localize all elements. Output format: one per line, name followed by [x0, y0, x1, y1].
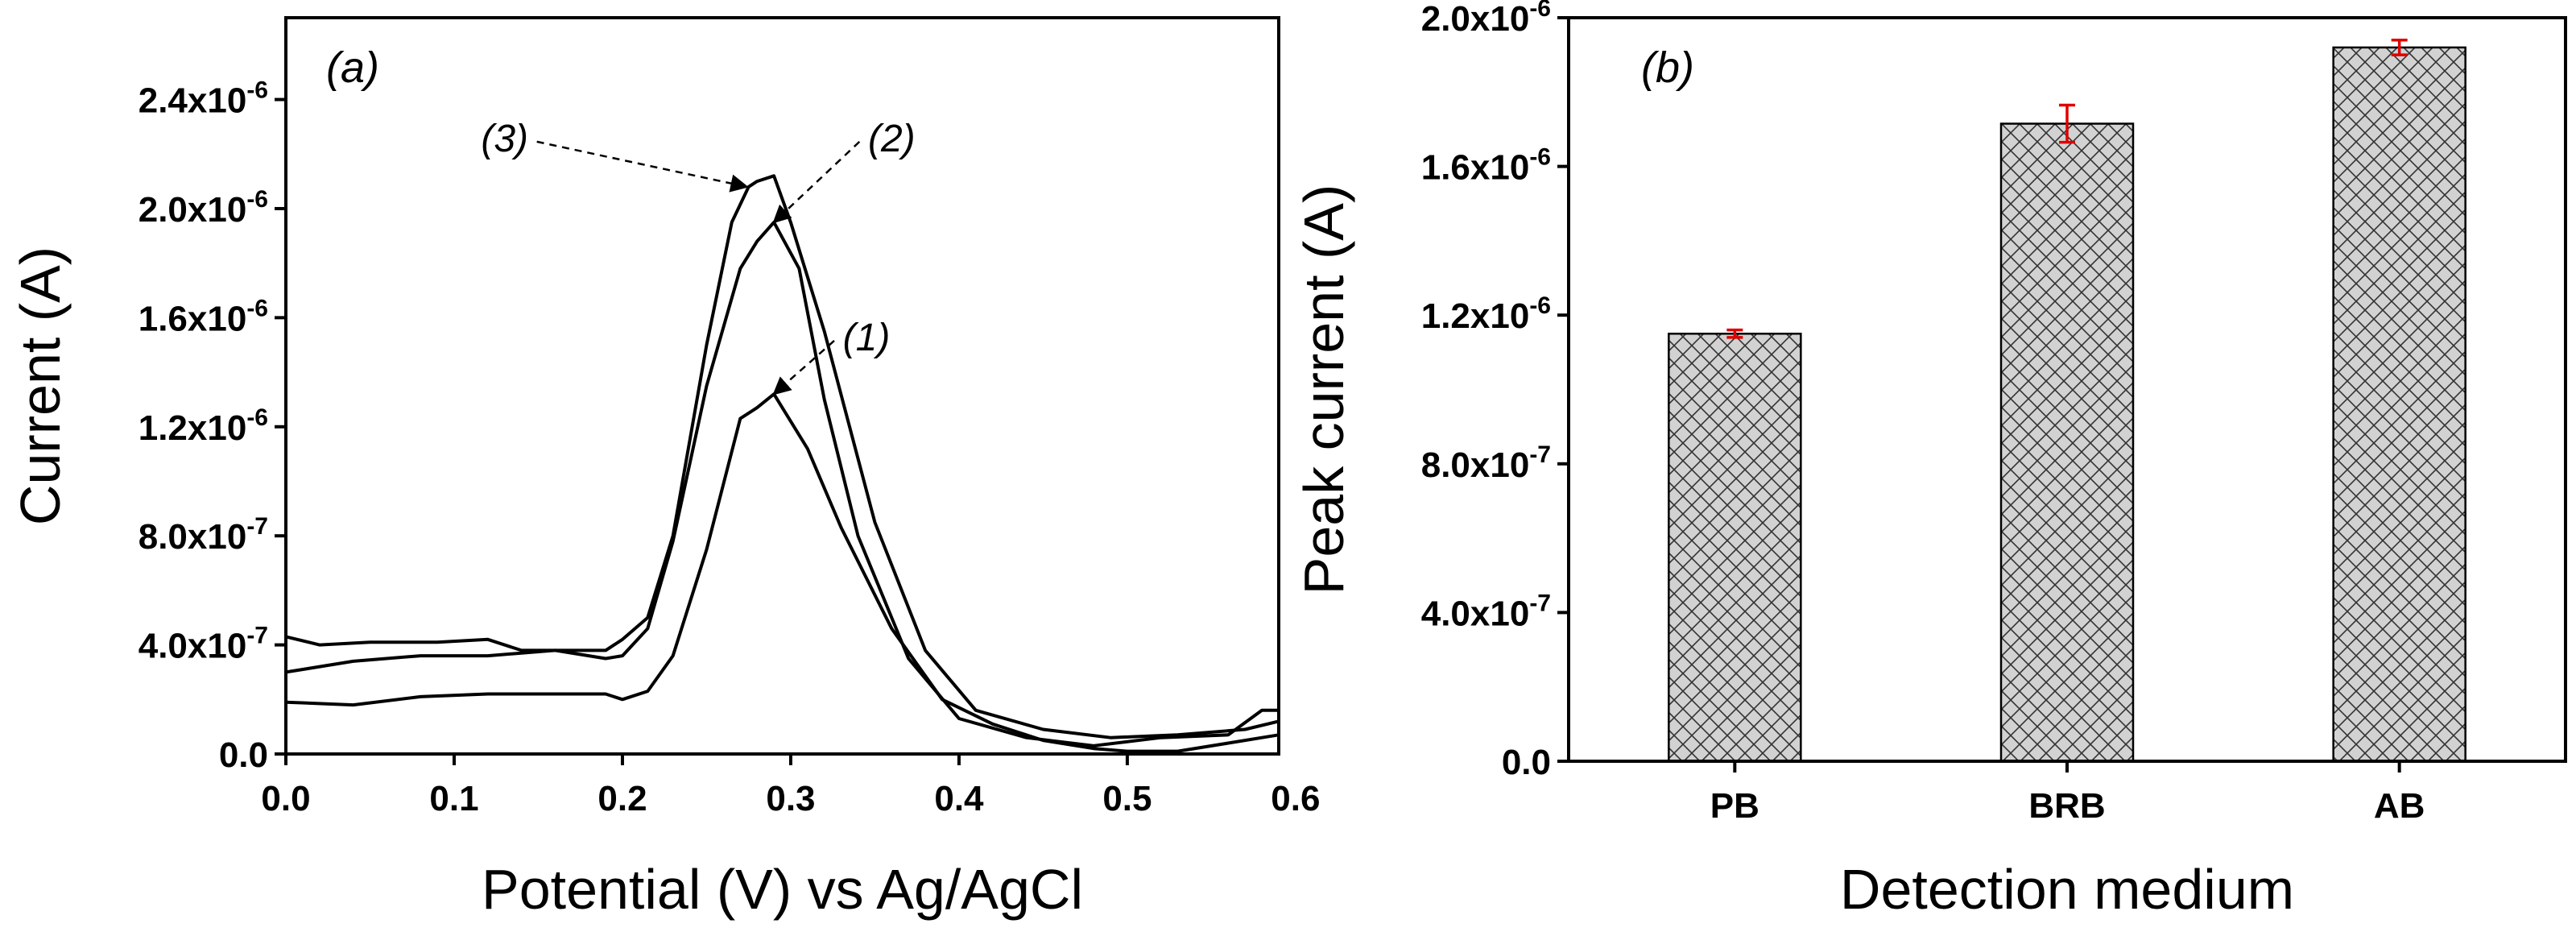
panel-b-y-tick-label-mantissa: 0.0: [1502, 743, 1551, 782]
panel-a-x-tick-label: 0.3: [766, 779, 815, 818]
panel-b-y-tick-label-exponent: -6: [1529, 0, 1551, 22]
panel-b-x-axis-title: Detection medium: [1840, 858, 2294, 921]
panel-b: 0.04.0x10-78.0x10-71.2x10-61.6x10-62.0x1…: [1292, 0, 2567, 921]
panel-a-annotation-label: (3): [481, 118, 528, 160]
panel-a-y-tick-label: 0.0: [219, 735, 268, 775]
panel-a-x-axis-title: Potential (V) vs Ag/AgCl: [482, 858, 1083, 921]
panel-a-y-tick-label: 1.2x10-6: [139, 404, 268, 448]
panel-b-x-tick-label: AB: [2374, 786, 2425, 826]
panel-a-y-tick-label-mantissa: 1.6x10: [139, 299, 247, 338]
panel-b-y-tick-label: 1.6x10-6: [1421, 144, 1551, 188]
panel-a-y-tick-label-exponent: -7: [246, 623, 268, 649]
panel-b-frame: [1567, 16, 2567, 763]
panel-a: 0.0 0.1 0.2 0.3 0.4 0.5 0.60.04.0x10-78.0x10-7…: [9, 16, 1321, 921]
panel-b-y-tick-label-mantissa: 8.0x10: [1421, 445, 1530, 485]
panel-a-y-tick-label-mantissa: 8.0x10: [139, 517, 247, 557]
panel-b-bars: [1668, 38, 2466, 763]
panel-a-y-tick-label: 1.6x10-6: [139, 295, 268, 338]
panel-a-x-tick-label: 0.1: [429, 779, 478, 818]
panel-a-y-tick-label-exponent: -7: [246, 513, 268, 540]
panel-a-y-tick-label-exponent: -6: [246, 77, 268, 104]
panel-a-y-axis-title: Current (A): [9, 246, 72, 525]
panel-b-y-tick-label-mantissa: 4.0x10: [1421, 594, 1530, 633]
panel-a-x-tick-label: 0.0: [261, 779, 310, 818]
panel-a-annotations: (3) (2) (1): [481, 118, 916, 396]
panel-a-y-tick-label-mantissa: 2.0x10: [139, 190, 247, 230]
panel-b-bar-pb: [1668, 333, 1802, 763]
panel-a-y-tick-label-exponent: -6: [246, 186, 268, 213]
panel-b-bar-brb: [1999, 122, 2135, 763]
panel-a-y-tick-label: 8.0x10-7: [139, 513, 268, 557]
panel-a-annotation-arrow: [772, 340, 835, 396]
panel-b-y-tick-label-mantissa: 1.6x10: [1421, 148, 1530, 188]
panel-b-y-tick-label-mantissa: 2.0x10: [1421, 0, 1530, 39]
panel-a-x-tick-label: 0.5: [1102, 779, 1152, 818]
panel-a-annotation-arrow: [536, 140, 749, 193]
panel-a-y-tick-label: 4.0x10-7: [139, 623, 268, 666]
panel-a-x-tick-label: 0.2: [597, 779, 647, 818]
panel-b-y-axis-title: Peak current (A): [1292, 184, 1355, 595]
panel-b-y-tick-label-exponent: -6: [1529, 292, 1551, 319]
panel-b-y-tick-label: 2.0x10-6: [1421, 0, 1551, 39]
panel-a-annotation-label: (1): [843, 317, 891, 359]
panel-a-series-1-line: [285, 392, 1280, 753]
panel-b-y-tick-label-exponent: -7: [1529, 590, 1551, 616]
panel-b-label: (b): [1641, 43, 1694, 92]
panel-a-annotation-arrow: [772, 140, 861, 224]
panel-a-ticks: 0.0 0.1 0.2 0.3 0.4 0.5 0.60.04.0x10-78.0x10-7…: [139, 77, 1321, 818]
panel-a-series-2-line: [285, 220, 1279, 748]
panel-a-annotation-label: (2): [868, 118, 916, 160]
panel-a-y-tick-label-mantissa: 1.2x10: [139, 408, 247, 448]
panel-a-y-tick-label-mantissa: 4.0x10: [139, 627, 247, 666]
panel-a-frame: [284, 16, 1280, 756]
panel-a-y-tick-label-exponent: -6: [246, 295, 268, 321]
panel-b-x-tick-label: PB: [1710, 786, 1759, 826]
panel-a-y-tick-label: 2.0x10-6: [139, 186, 268, 230]
panel-b-y-tick-label: 8.0x10-7: [1421, 441, 1551, 485]
panel-a-curves: [285, 174, 1280, 753]
panel-a-x-tick-label: 0.4: [934, 779, 984, 818]
panel-b-bar-ab: [2332, 46, 2466, 763]
panel-a-y-tick-label-mantissa: 0.0: [219, 735, 268, 775]
panel-b-y-tick-label: 4.0x10-7: [1421, 590, 1551, 633]
panel-a-x-tick-label: 0.6: [1271, 779, 1320, 818]
panel-b-x-tick-label: BRB: [2028, 786, 2105, 826]
panel-b-y-tick-label: 1.2x10-6: [1421, 292, 1551, 336]
panel-a-series-3-line: [285, 174, 1280, 739]
panel-b-ticks: 0.04.0x10-78.0x10-71.2x10-61.6x10-62.0x1…: [1421, 0, 2425, 826]
panel-a-y-tick-label-exponent: -6: [246, 404, 268, 431]
panel-a-y-tick-label-mantissa: 2.4x10: [139, 81, 247, 121]
panel-a-y-tick-label: 2.4x10-6: [139, 77, 268, 121]
panel-b-y-tick-label-mantissa: 1.2x10: [1421, 296, 1530, 336]
panel-b-y-tick-label-exponent: -7: [1529, 441, 1551, 468]
panel-b-y-tick-label-exponent: -6: [1529, 144, 1551, 171]
panel-b-y-tick-label: 0.0: [1502, 743, 1551, 782]
panel-a-label: (a): [326, 43, 379, 92]
